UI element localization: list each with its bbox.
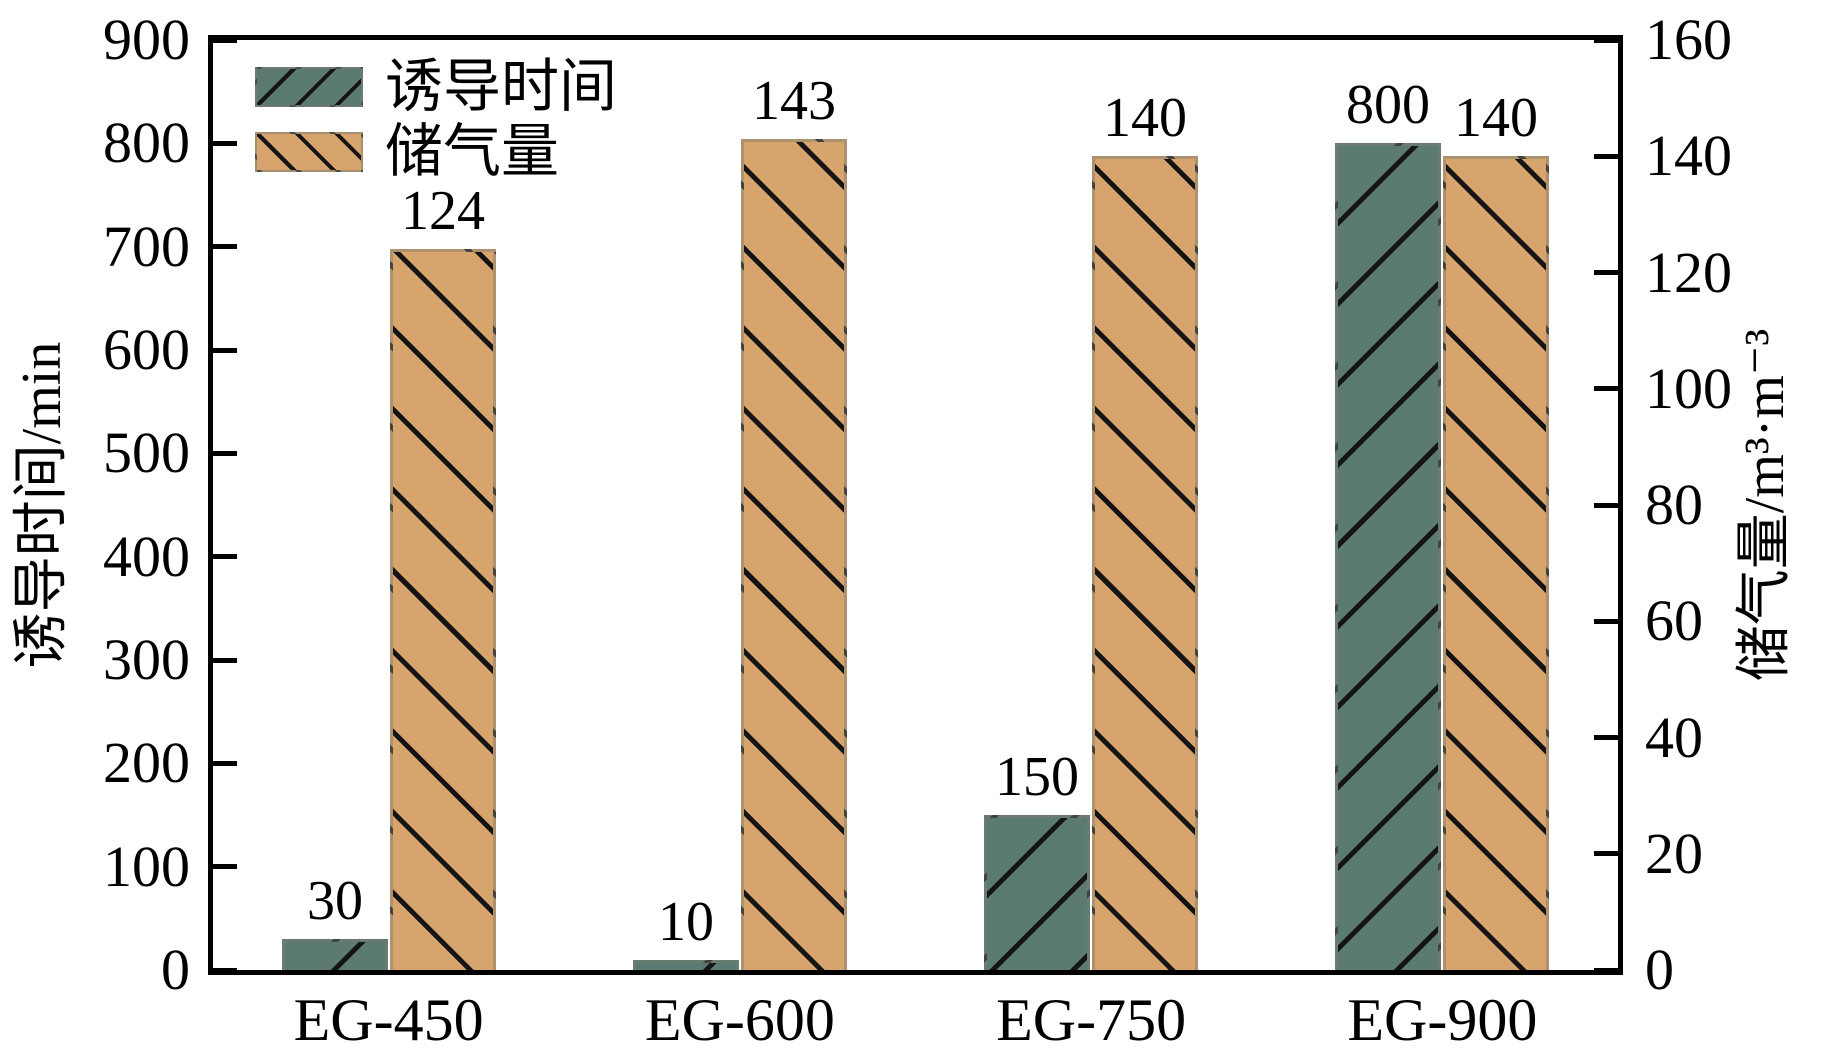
bar-value-label: 143: [752, 70, 836, 132]
x-axis-label-eg-900: EG-900: [1347, 987, 1538, 1053]
x-axis-label-eg-450: EG-450: [293, 987, 484, 1053]
left-axis-title: 诱导时间/min: [11, 341, 73, 669]
right-axis-tick: [1594, 502, 1618, 508]
left-axis-tick-label: 500: [103, 420, 190, 486]
left-axis-tick: [213, 554, 237, 560]
right-axis-tick: [1594, 967, 1618, 973]
right-axis-tick-label: 160: [1645, 7, 1732, 72]
legend-swatch-induction-time: [255, 67, 363, 107]
left-axis-tick-label: 200: [103, 730, 190, 796]
bar-value-label: 800: [1346, 74, 1430, 136]
bar-gas-storage-eg-450: [390, 249, 496, 970]
left-axis-tick: [213, 244, 237, 250]
legend-swatch-gas-storage: [255, 132, 363, 172]
right-axis-tick-label: 140: [1645, 123, 1732, 189]
bar-gas-storage-eg-900: [1443, 156, 1549, 970]
left-axis-tick: [213, 140, 237, 146]
left-axis-tick-label: 600: [103, 317, 190, 382]
left-axis-tick: [213, 967, 237, 973]
legend-item-induction-time: 诱导时间: [255, 58, 617, 116]
left-axis-tick-label: 100: [103, 833, 190, 899]
bar-value-label: 140: [1454, 87, 1538, 149]
right-axis-tick-label: 40: [1645, 704, 1703, 770]
left-axis-tick-label: 800: [103, 110, 190, 176]
right-axis-tick: [1594, 37, 1618, 43]
right-axis-tick-label: 60: [1645, 588, 1703, 654]
right-axis-tick: [1594, 851, 1618, 857]
left-axis-tick-label: 700: [103, 213, 190, 279]
x-axis-label-eg-600: EG-600: [644, 987, 835, 1053]
left-axis-tick-label: 300: [103, 627, 190, 692]
bar-value-label: 140: [1103, 87, 1187, 149]
bar-value-label: 30: [307, 870, 363, 932]
left-axis-tick: [213, 864, 237, 870]
left-axis-tick: [213, 760, 237, 766]
right-axis-tick-label: 20: [1645, 820, 1703, 886]
right-axis-tick-label: 80: [1645, 472, 1703, 537]
left-axis-tick-label: 900: [103, 7, 190, 72]
left-axis-tick-label: 400: [103, 523, 190, 589]
bar-gas-storage-eg-600: [741, 139, 847, 970]
legend-label-gas-storage: 储气量: [385, 119, 560, 184]
left-axis-tick: [213, 37, 237, 43]
right-axis-tick-label: 0: [1645, 937, 1674, 1002]
right-axis-tick: [1594, 386, 1618, 392]
x-axis-label-eg-750: EG-750: [996, 987, 1187, 1053]
legend-item-gas-storage: 储气量: [255, 123, 617, 181]
right-axis-tick: [1594, 270, 1618, 275]
plot-area: 30 124 10 143 150 140 800 140: [208, 35, 1623, 975]
right-axis-tick-label: 120: [1645, 239, 1732, 305]
right-axis-tick: [1594, 735, 1618, 740]
right-axis-tick-label: 100: [1645, 355, 1732, 421]
bar-value-label: 10: [658, 891, 714, 953]
right-axis-tick: [1594, 618, 1618, 624]
legend: 诱导时间 储气量: [255, 58, 617, 181]
bar-value-label: 150: [995, 746, 1079, 808]
right-axis-tick: [1594, 153, 1618, 159]
legend-label-induction-time: 诱导时间: [385, 54, 618, 119]
left-axis-tick: [213, 657, 237, 663]
bar-induction-time-eg-600: [633, 960, 739, 970]
bar-induction-time-eg-900: [1335, 143, 1441, 970]
left-axis-tick-label: 0: [161, 937, 190, 1002]
right-axis-title: 储气量/m³·m⁻³: [1734, 328, 1796, 682]
bar-induction-time-eg-450: [282, 939, 388, 970]
left-axis-tick: [213, 347, 237, 353]
bar-value-label: 124: [401, 180, 485, 242]
bar-gas-storage-eg-750: [1092, 156, 1198, 970]
bar-induction-time-eg-750: [984, 815, 1090, 970]
left-axis-tick: [213, 450, 237, 456]
